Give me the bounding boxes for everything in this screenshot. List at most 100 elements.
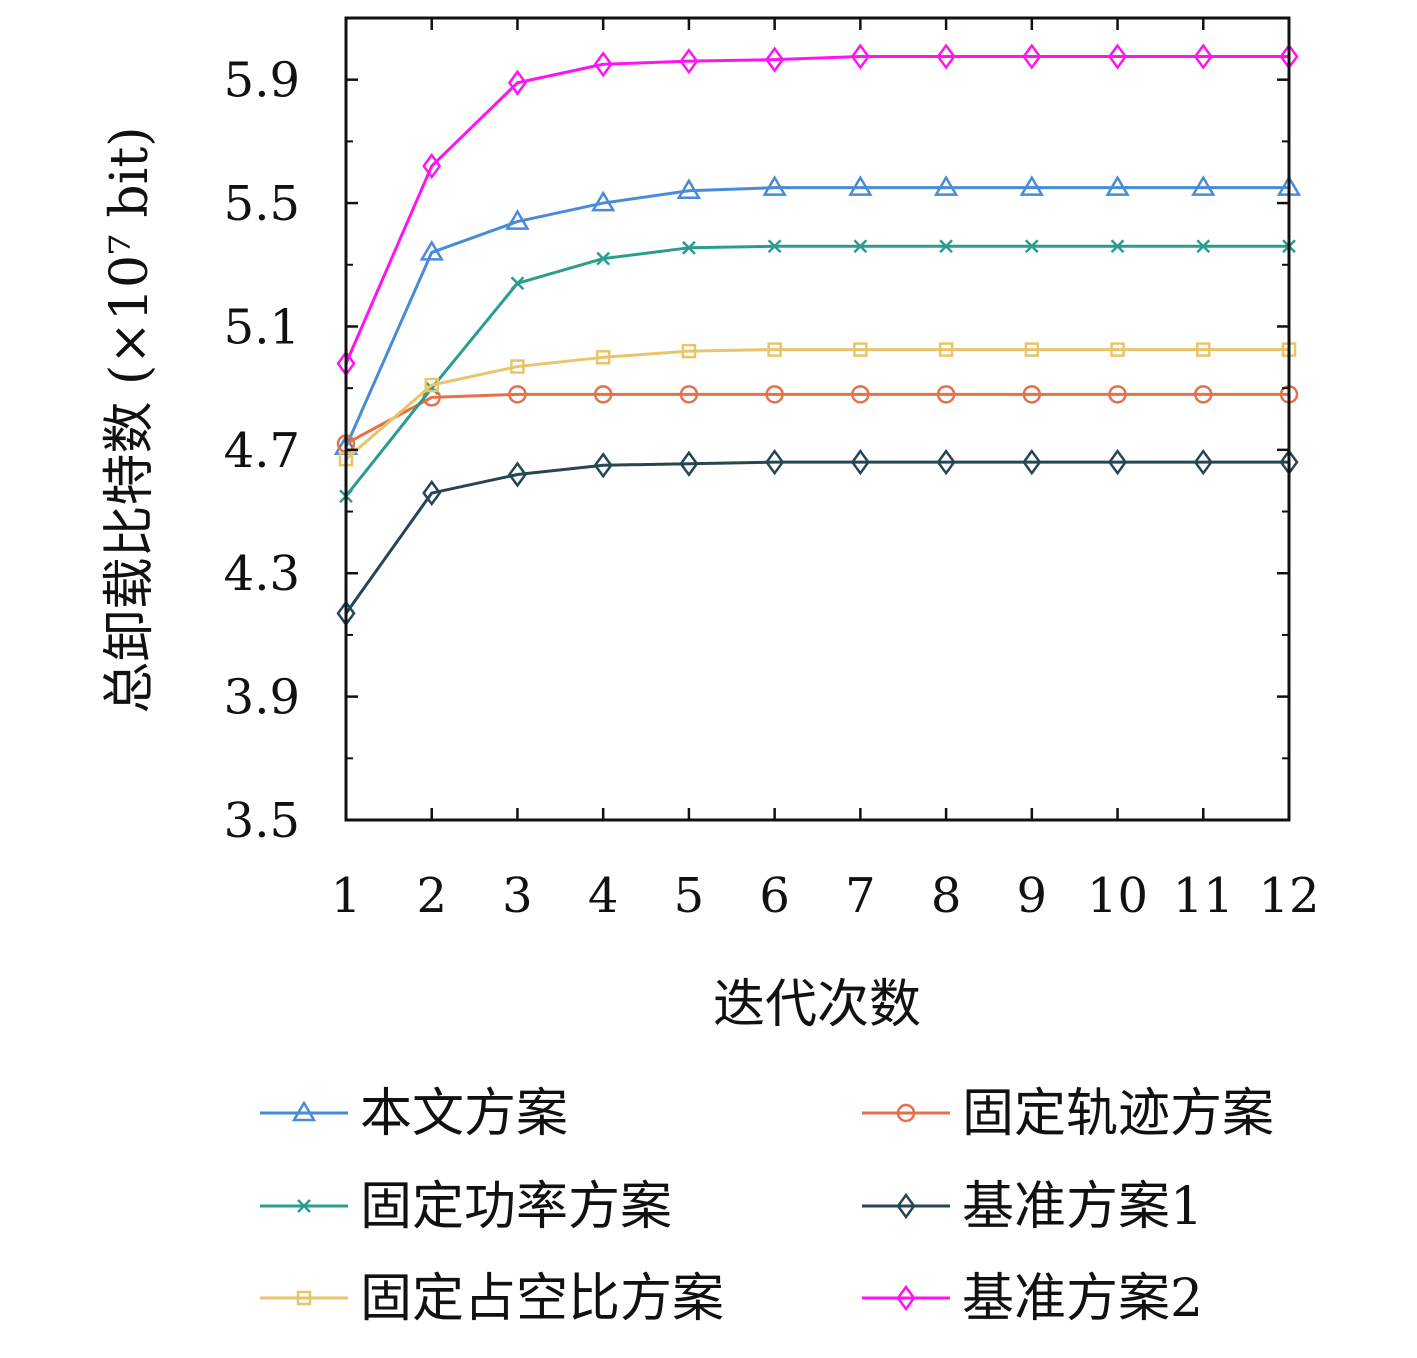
legend-swatch-marker — [297, 1199, 311, 1213]
data-point — [424, 377, 439, 393]
legend-swatch-marker — [896, 1103, 916, 1123]
data-point — [1193, 449, 1213, 476]
data-point — [936, 449, 956, 476]
data-point — [936, 385, 956, 404]
x-axis-label: 迭代次数 — [713, 975, 921, 1035]
data-point — [848, 175, 873, 196]
data-point — [767, 342, 782, 357]
data-point — [1196, 239, 1211, 254]
data-point — [679, 450, 699, 477]
legend-label: 基准方案1 — [962, 1177, 1203, 1237]
legend-item: 基准方案1 — [862, 1177, 1203, 1237]
legend-swatch-marker — [896, 1192, 916, 1220]
data-point — [682, 240, 696, 255]
series-line — [344, 244, 1289, 498]
data-point — [596, 251, 611, 266]
data-point — [850, 449, 870, 476]
x-tick-label: 5 — [674, 868, 705, 924]
axis-ticks: 1 2 3 4 5 6 7 8 9 10 11 123.53.94.34.75.15.55.9 — [224, 18, 1320, 924]
data-point — [505, 209, 530, 230]
data-point — [1191, 175, 1216, 196]
legend-label: 固定占空比方案 — [360, 1269, 724, 1329]
legend-swatch-marker — [291, 1100, 317, 1122]
data-point — [1022, 43, 1042, 70]
y-tick-label: 5.5 — [224, 176, 300, 232]
data-point — [595, 350, 611, 365]
legend-label: 本文方案 — [360, 1084, 568, 1144]
legend-item: 固定轨迹方案 — [862, 1084, 1274, 1144]
y-tick-label: 4.7 — [224, 423, 300, 479]
data-point — [507, 461, 528, 488]
data-point — [1107, 43, 1128, 70]
data-point — [853, 342, 868, 357]
legend-item: 固定功率方案 — [260, 1177, 672, 1237]
data-point — [765, 449, 785, 476]
data-point — [679, 385, 699, 404]
x-tick-label: 3 — [502, 868, 533, 924]
data-point — [508, 385, 527, 404]
data-point — [1019, 175, 1045, 196]
series-4 — [336, 449, 1299, 627]
data-point — [1022, 385, 1042, 404]
data-point — [767, 239, 782, 254]
data-point — [679, 48, 699, 75]
y-tick-label: 3.9 — [224, 670, 300, 726]
data-point — [1196, 342, 1211, 357]
data-point — [510, 359, 525, 374]
data-point — [1105, 175, 1130, 196]
series-line — [345, 392, 1289, 445]
data-point — [762, 175, 787, 196]
legend-swatch-marker — [296, 1290, 312, 1306]
data-point — [851, 385, 870, 404]
series-line — [344, 55, 1289, 365]
data-point — [507, 69, 528, 96]
data-point — [1110, 239, 1125, 254]
plot-frame — [344, 16, 1291, 822]
data-point — [1024, 342, 1040, 357]
data-point — [933, 175, 959, 196]
x-tick-label: 8 — [931, 868, 962, 924]
data-point — [765, 385, 784, 404]
plot-marks — [333, 43, 1302, 627]
data-point — [422, 152, 442, 180]
legend-label: 基准方案2 — [962, 1269, 1203, 1329]
legend-swatch-marker — [896, 1284, 916, 1312]
data-point — [850, 43, 870, 70]
data-point — [510, 276, 525, 291]
data-point — [936, 43, 956, 70]
data-point — [593, 452, 613, 479]
legend-item: 固定占空比方案 — [260, 1269, 724, 1329]
x-tick-label: 12 — [1258, 868, 1319, 924]
y-axis-label: 总卸载比特数 (×10⁷ bit) — [100, 126, 160, 713]
legend-label: 固定轨迹方案 — [962, 1084, 1274, 1144]
y-tick-label: 5.9 — [224, 53, 300, 109]
data-point — [765, 46, 785, 73]
x-tick-label: 10 — [1087, 868, 1148, 924]
y-tick-label: 4.3 — [224, 546, 300, 602]
data-point — [590, 190, 616, 212]
data-point — [1108, 385, 1127, 404]
data-point — [419, 239, 444, 261]
data-point — [681, 343, 697, 359]
legend-item: 本文方案 — [260, 1084, 568, 1144]
data-point — [1193, 43, 1213, 70]
series-5 — [338, 342, 1297, 467]
series-line — [344, 186, 1289, 448]
data-point — [1024, 239, 1039, 254]
data-point — [1194, 385, 1213, 404]
data-point — [1022, 449, 1042, 476]
data-point — [1107, 449, 1128, 476]
x-tick-label: 11 — [1173, 868, 1234, 924]
data-point — [939, 239, 953, 254]
data-point — [593, 51, 613, 78]
data-point — [422, 479, 442, 507]
x-tick-label: 7 — [845, 868, 876, 924]
series-line — [345, 348, 1289, 461]
x-tick-label: 1 — [331, 868, 362, 924]
y-tick-label: 3.5 — [224, 793, 300, 849]
x-tick-label: 9 — [1017, 868, 1048, 924]
series-1 — [333, 175, 1302, 456]
x-tick-label: 4 — [588, 868, 619, 924]
